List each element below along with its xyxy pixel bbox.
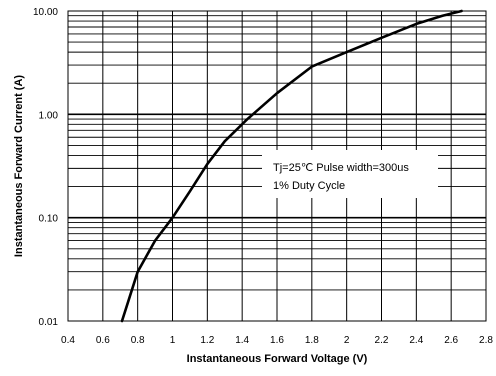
x-tick-label: 1.8 <box>305 335 319 346</box>
annotation-box: Tj=25℃ Pulse width=300us 1% Duty Cycle <box>262 150 438 198</box>
series-line <box>120 9 463 323</box>
x-tick-label: 2.2 <box>375 335 389 346</box>
x-axis-title: Instantaneous Forward Voltage (V) <box>187 353 368 365</box>
series-layer <box>120 9 463 323</box>
y-axis-title: Instantaneous Forward Current (A) <box>13 75 25 257</box>
plot-frame <box>67 10 487 322</box>
x-tick-label: 0.6 <box>96 335 110 346</box>
x-tick-label: 0.4 <box>61 335 75 346</box>
y-tick-label: 0.01 <box>39 317 59 328</box>
x-tick-labels: 0.4 0.6 0.8 1 1.2 1.4 1.6 1.8 2 2.2 2.4 2.6 2.8 <box>61 335 493 346</box>
annotation-line-1: Tj=25℃ Pulse width=300us <box>273 162 409 174</box>
x-tick-label: 2.4 <box>409 335 423 346</box>
y-tick-label: 0.10 <box>39 214 59 225</box>
annotation-line-2: 1% Duty Cycle <box>273 180 345 192</box>
x-tick-label: 0.8 <box>131 335 145 346</box>
x-tick-label: 1.4 <box>235 335 249 346</box>
x-tick-label: 1.2 <box>200 335 214 346</box>
x-tick-label: 1 <box>170 335 176 346</box>
x-tick-label: 1.6 <box>270 335 284 346</box>
y-tick-label: 10.00 <box>33 7 58 18</box>
x-tick-label: 2.8 <box>479 335 493 346</box>
annotation-background <box>262 150 438 198</box>
y-tick-labels: 0.01 0.10 1.00 10.00 <box>33 7 58 328</box>
y-tick-label: 1.00 <box>39 110 59 121</box>
x-tick-label: 2.6 <box>444 335 458 346</box>
x-tick-label: 2 <box>344 335 350 346</box>
